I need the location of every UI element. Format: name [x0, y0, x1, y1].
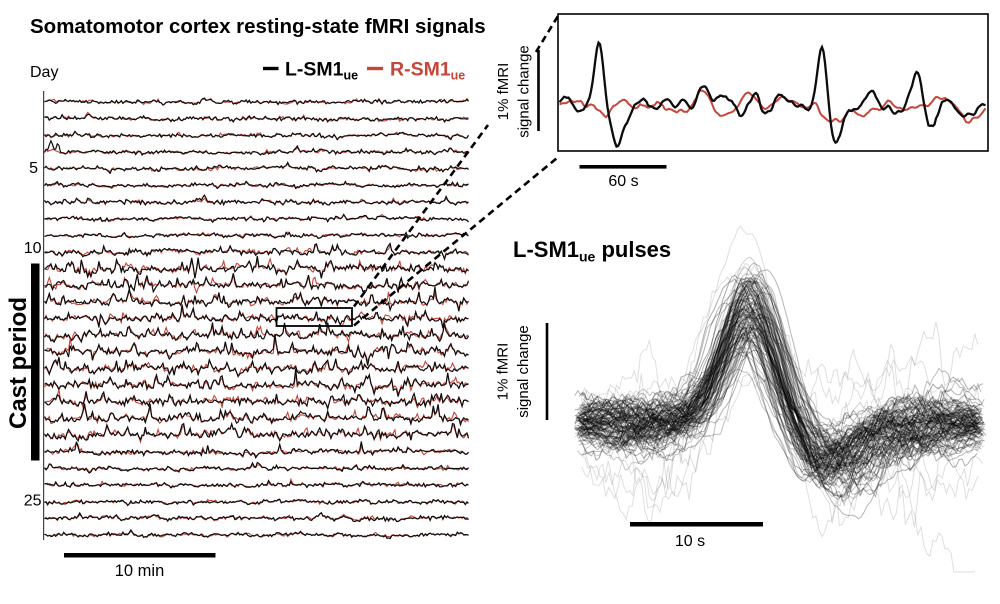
svg-text:Day: Day [30, 64, 58, 81]
svg-text:10 s: 10 s [675, 533, 705, 550]
svg-text:Cast period: Cast period [5, 297, 32, 429]
svg-text:60 s: 60 s [608, 173, 638, 190]
svg-text:25: 25 [24, 493, 42, 510]
svg-text:10 min: 10 min [115, 562, 165, 580]
svg-text:L-SM1ue pulses: L-SM1ue pulses [513, 237, 671, 265]
svg-text:Somatomotor cortex resting-sta: Somatomotor cortex resting-state fMRI si… [30, 15, 486, 38]
svg-text:10: 10 [24, 240, 42, 257]
svg-text:5: 5 [29, 160, 38, 177]
